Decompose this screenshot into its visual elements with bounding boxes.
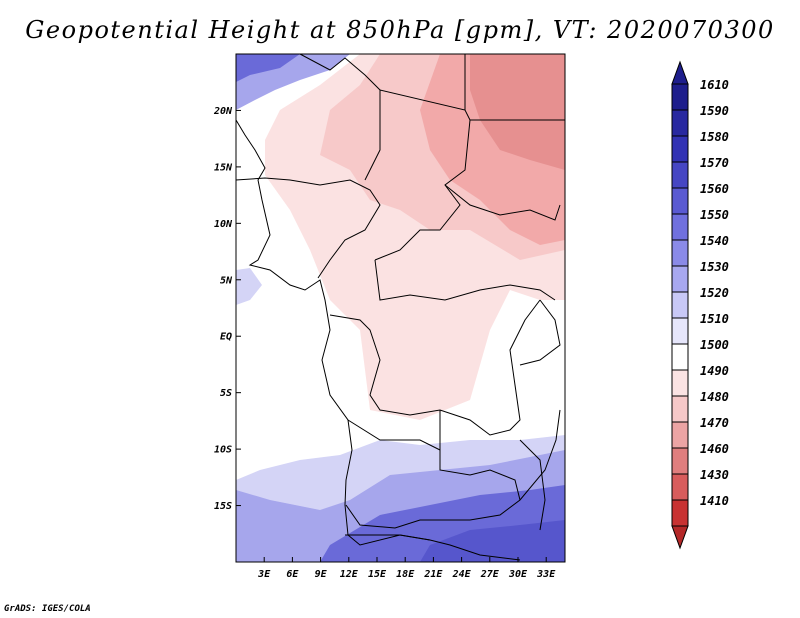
x-tick-label: 24E	[452, 569, 472, 580]
colorbar-swatch	[671, 135, 689, 163]
contour-zone-west-edge	[236, 268, 262, 305]
contour-zone-northwest-inner	[236, 54, 300, 82]
x-tick-label: 21E	[423, 569, 443, 580]
coastlines-and-borders	[235, 53, 565, 561]
x-tick-label: 27E	[480, 569, 500, 580]
y-tick-label: 5S	[220, 388, 232, 399]
y-tick-label: 10N	[214, 219, 233, 230]
y-tick-label: 5N	[220, 275, 233, 286]
map-frame	[235, 53, 566, 563]
colorbar-label: 1430	[700, 468, 729, 482]
colorbar-swatch	[671, 213, 689, 241]
colorbar-label: 1580	[700, 130, 729, 144]
colorbar-swatch	[671, 239, 689, 267]
x-tick-label: 15E	[368, 569, 387, 580]
colorbar-swatch	[671, 187, 689, 215]
colorbar-swatch	[671, 369, 689, 397]
colorbar-label: 1480	[700, 390, 729, 404]
y-tick-label: 15N	[214, 162, 233, 173]
colorbar-label: 1470	[700, 416, 729, 430]
map-panel: 20N 15N 10N 5N EQ 5S 10S 15S 3E 6E 9E 12E 15E 18E 21E…	[213, 53, 566, 580]
y-tick-label: 20N	[213, 106, 233, 117]
colorbar-swatch	[671, 291, 689, 319]
colorbar-swatch	[671, 421, 689, 449]
contour-zone-warm-peak	[470, 54, 565, 170]
colorbar-top-arrow	[671, 60, 689, 85]
x-tick-label: 18E	[396, 569, 415, 580]
x-tick-label: 3E	[257, 569, 271, 580]
x-tick-label: 9E	[315, 569, 328, 580]
y-tick-label: 15S	[214, 501, 232, 512]
colorbar-swatch	[671, 473, 689, 501]
colorbar-swatch	[671, 317, 689, 345]
colorbar-label: 1590	[700, 104, 729, 118]
y-axis-ticks: 20N 15N 10N 5N EQ 5S 10S 15S	[213, 106, 241, 512]
colorbar-swatch	[671, 499, 689, 527]
y-tick-label: EQ	[220, 332, 232, 343]
x-tick-label: 6E	[286, 569, 299, 580]
colorbar-swatch	[671, 447, 689, 475]
x-tick-label: 30E	[508, 569, 528, 580]
colorbar-label: 1460	[700, 442, 729, 456]
contour-zone-south-deepest	[420, 520, 565, 562]
software-credit: GrADS: IGES/COLA	[4, 604, 91, 614]
colorbar-label: 1570	[700, 156, 729, 170]
colorbar-label: 1490	[700, 364, 729, 378]
colorbar: 1610 1590 1580 1570 1560 1550 1540 1530 1520 1510…	[671, 60, 729, 550]
colorbar-swatch	[671, 265, 689, 293]
colorbar-swatch	[671, 161, 689, 189]
colorbar-label: 1560	[700, 182, 729, 196]
map-title: Geopotential Height at 850hPa [gpm], VT:…	[25, 16, 775, 44]
x-tick-label: 12E	[340, 569, 359, 580]
x-tick-label: 33E	[536, 569, 556, 580]
colorbar-swatch	[671, 109, 689, 137]
x-axis-ticks: 3E 6E 9E 12E 15E 18E 21E 24E 27E 30E 33E	[257, 557, 556, 580]
colorbar-label: 1520	[700, 286, 729, 300]
contour-fill	[236, 54, 565, 562]
y-tick-label: 10S	[214, 445, 232, 456]
colorbar-label: 1550	[700, 208, 729, 222]
colorbar-swatch	[671, 395, 689, 423]
colorbar-label: 1530	[700, 260, 729, 274]
colorbar-swatch	[671, 343, 689, 371]
colorbar-label: 1510	[700, 312, 729, 326]
colorbar-swatch	[671, 83, 689, 111]
colorbar-label: 1410	[700, 494, 729, 508]
colorbar-label: 1500	[700, 338, 729, 352]
colorbar-label: 1540	[700, 234, 729, 248]
colorbar-label: 1610	[700, 78, 729, 92]
colorbar-bottom-arrow	[671, 525, 689, 550]
